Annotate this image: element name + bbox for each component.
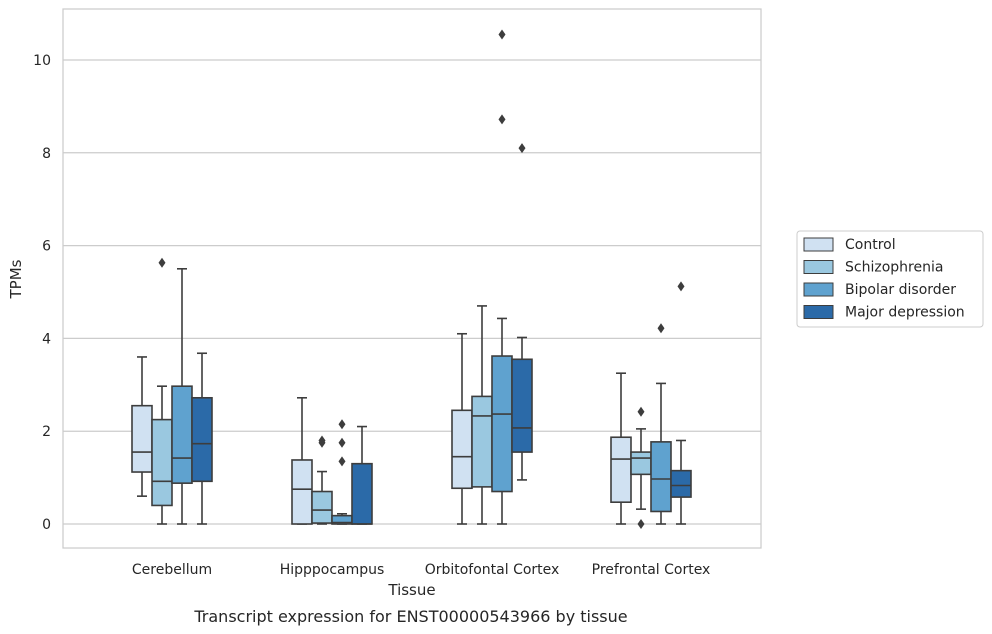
y-tick-label-4: 4 xyxy=(42,331,51,347)
outlier-point xyxy=(498,114,506,125)
box-control-2 xyxy=(451,332,473,525)
box-schizophrenia-3 xyxy=(630,406,652,529)
box-bipolar-disorder-0 xyxy=(171,267,193,525)
box-body xyxy=(650,441,672,513)
box-body xyxy=(351,462,373,525)
x-tick-label: Prefrontal Cortex xyxy=(592,562,711,578)
box-body xyxy=(670,469,692,498)
box-groups xyxy=(131,29,692,529)
legend: Control Schizophrenia Bipolar disorder Majo… xyxy=(796,230,984,328)
y-tick-label-8: 8 xyxy=(42,146,51,162)
y-tick-label-10: 10 xyxy=(33,53,51,69)
x-tick-labels: Cerebellum Hipppocampus Orbitofontal Corte… xyxy=(132,562,710,578)
y-axis-title: TPMs xyxy=(7,259,25,299)
outlier-point xyxy=(158,257,166,268)
legend-swatch xyxy=(803,260,834,274)
x-tick-label: Orbitofontal Cortex xyxy=(425,562,560,578)
outlier-point xyxy=(318,435,326,446)
outlier-point xyxy=(637,519,645,529)
box-schizophrenia-1 xyxy=(311,435,333,525)
box-body xyxy=(311,490,333,524)
box-body xyxy=(511,358,533,453)
box-body xyxy=(131,404,153,473)
y-tick-labels: 0 2 4 6 8 10 xyxy=(33,53,51,533)
y-tick-label-6: 6 xyxy=(42,239,51,255)
plot-frame xyxy=(62,8,762,549)
x-tick-label: Cerebellum xyxy=(132,562,212,578)
y-tick-label-2: 2 xyxy=(42,424,51,440)
box-major-depression-0 xyxy=(191,352,213,525)
legend-swatch xyxy=(803,282,834,297)
box-bipolar-disorder-2 xyxy=(491,29,513,525)
x-axis-title: Tissue xyxy=(387,581,435,599)
box-major-depression-2 xyxy=(511,143,533,481)
box-bipolar-disorder-3 xyxy=(650,323,672,525)
legend-label: Control xyxy=(845,237,896,253)
chart-caption: Transcript expression for ENST0000054396… xyxy=(193,607,627,626)
legend-label: Bipolar disorder xyxy=(845,282,956,298)
outlier-point xyxy=(338,419,346,430)
box-body xyxy=(171,385,193,484)
box-body xyxy=(151,418,173,507)
box-control-3 xyxy=(610,372,632,525)
outlier-point xyxy=(637,406,645,417)
box-body xyxy=(630,451,652,476)
box-body xyxy=(471,395,493,488)
outlier-point xyxy=(338,456,346,467)
outlier-point xyxy=(657,323,665,334)
outlier-point xyxy=(677,281,685,292)
box-body xyxy=(451,409,473,490)
x-tick-label: Hipppocampus xyxy=(280,562,385,578)
box-schizophrenia-0 xyxy=(151,257,173,525)
box-body xyxy=(610,436,632,503)
outlier-point xyxy=(518,143,526,154)
legend-label: Major depression xyxy=(845,305,965,321)
box-bipolar-disorder-1 xyxy=(331,419,353,525)
legend-swatch xyxy=(803,237,834,252)
outlier-point xyxy=(338,437,346,448)
box-major-depression-3 xyxy=(670,281,692,525)
legend-frame xyxy=(796,230,984,328)
legend-swatch xyxy=(803,305,834,319)
box-major-depression-1 xyxy=(351,425,373,525)
box-body xyxy=(191,396,213,483)
y-tick-label-0: 0 xyxy=(42,517,51,533)
box-control-1 xyxy=(291,396,313,525)
box-body xyxy=(491,355,513,493)
box-body xyxy=(291,459,313,525)
box-control-0 xyxy=(131,356,153,497)
legend-label: Schizophrenia xyxy=(845,260,943,276)
outlier-point xyxy=(498,29,506,40)
